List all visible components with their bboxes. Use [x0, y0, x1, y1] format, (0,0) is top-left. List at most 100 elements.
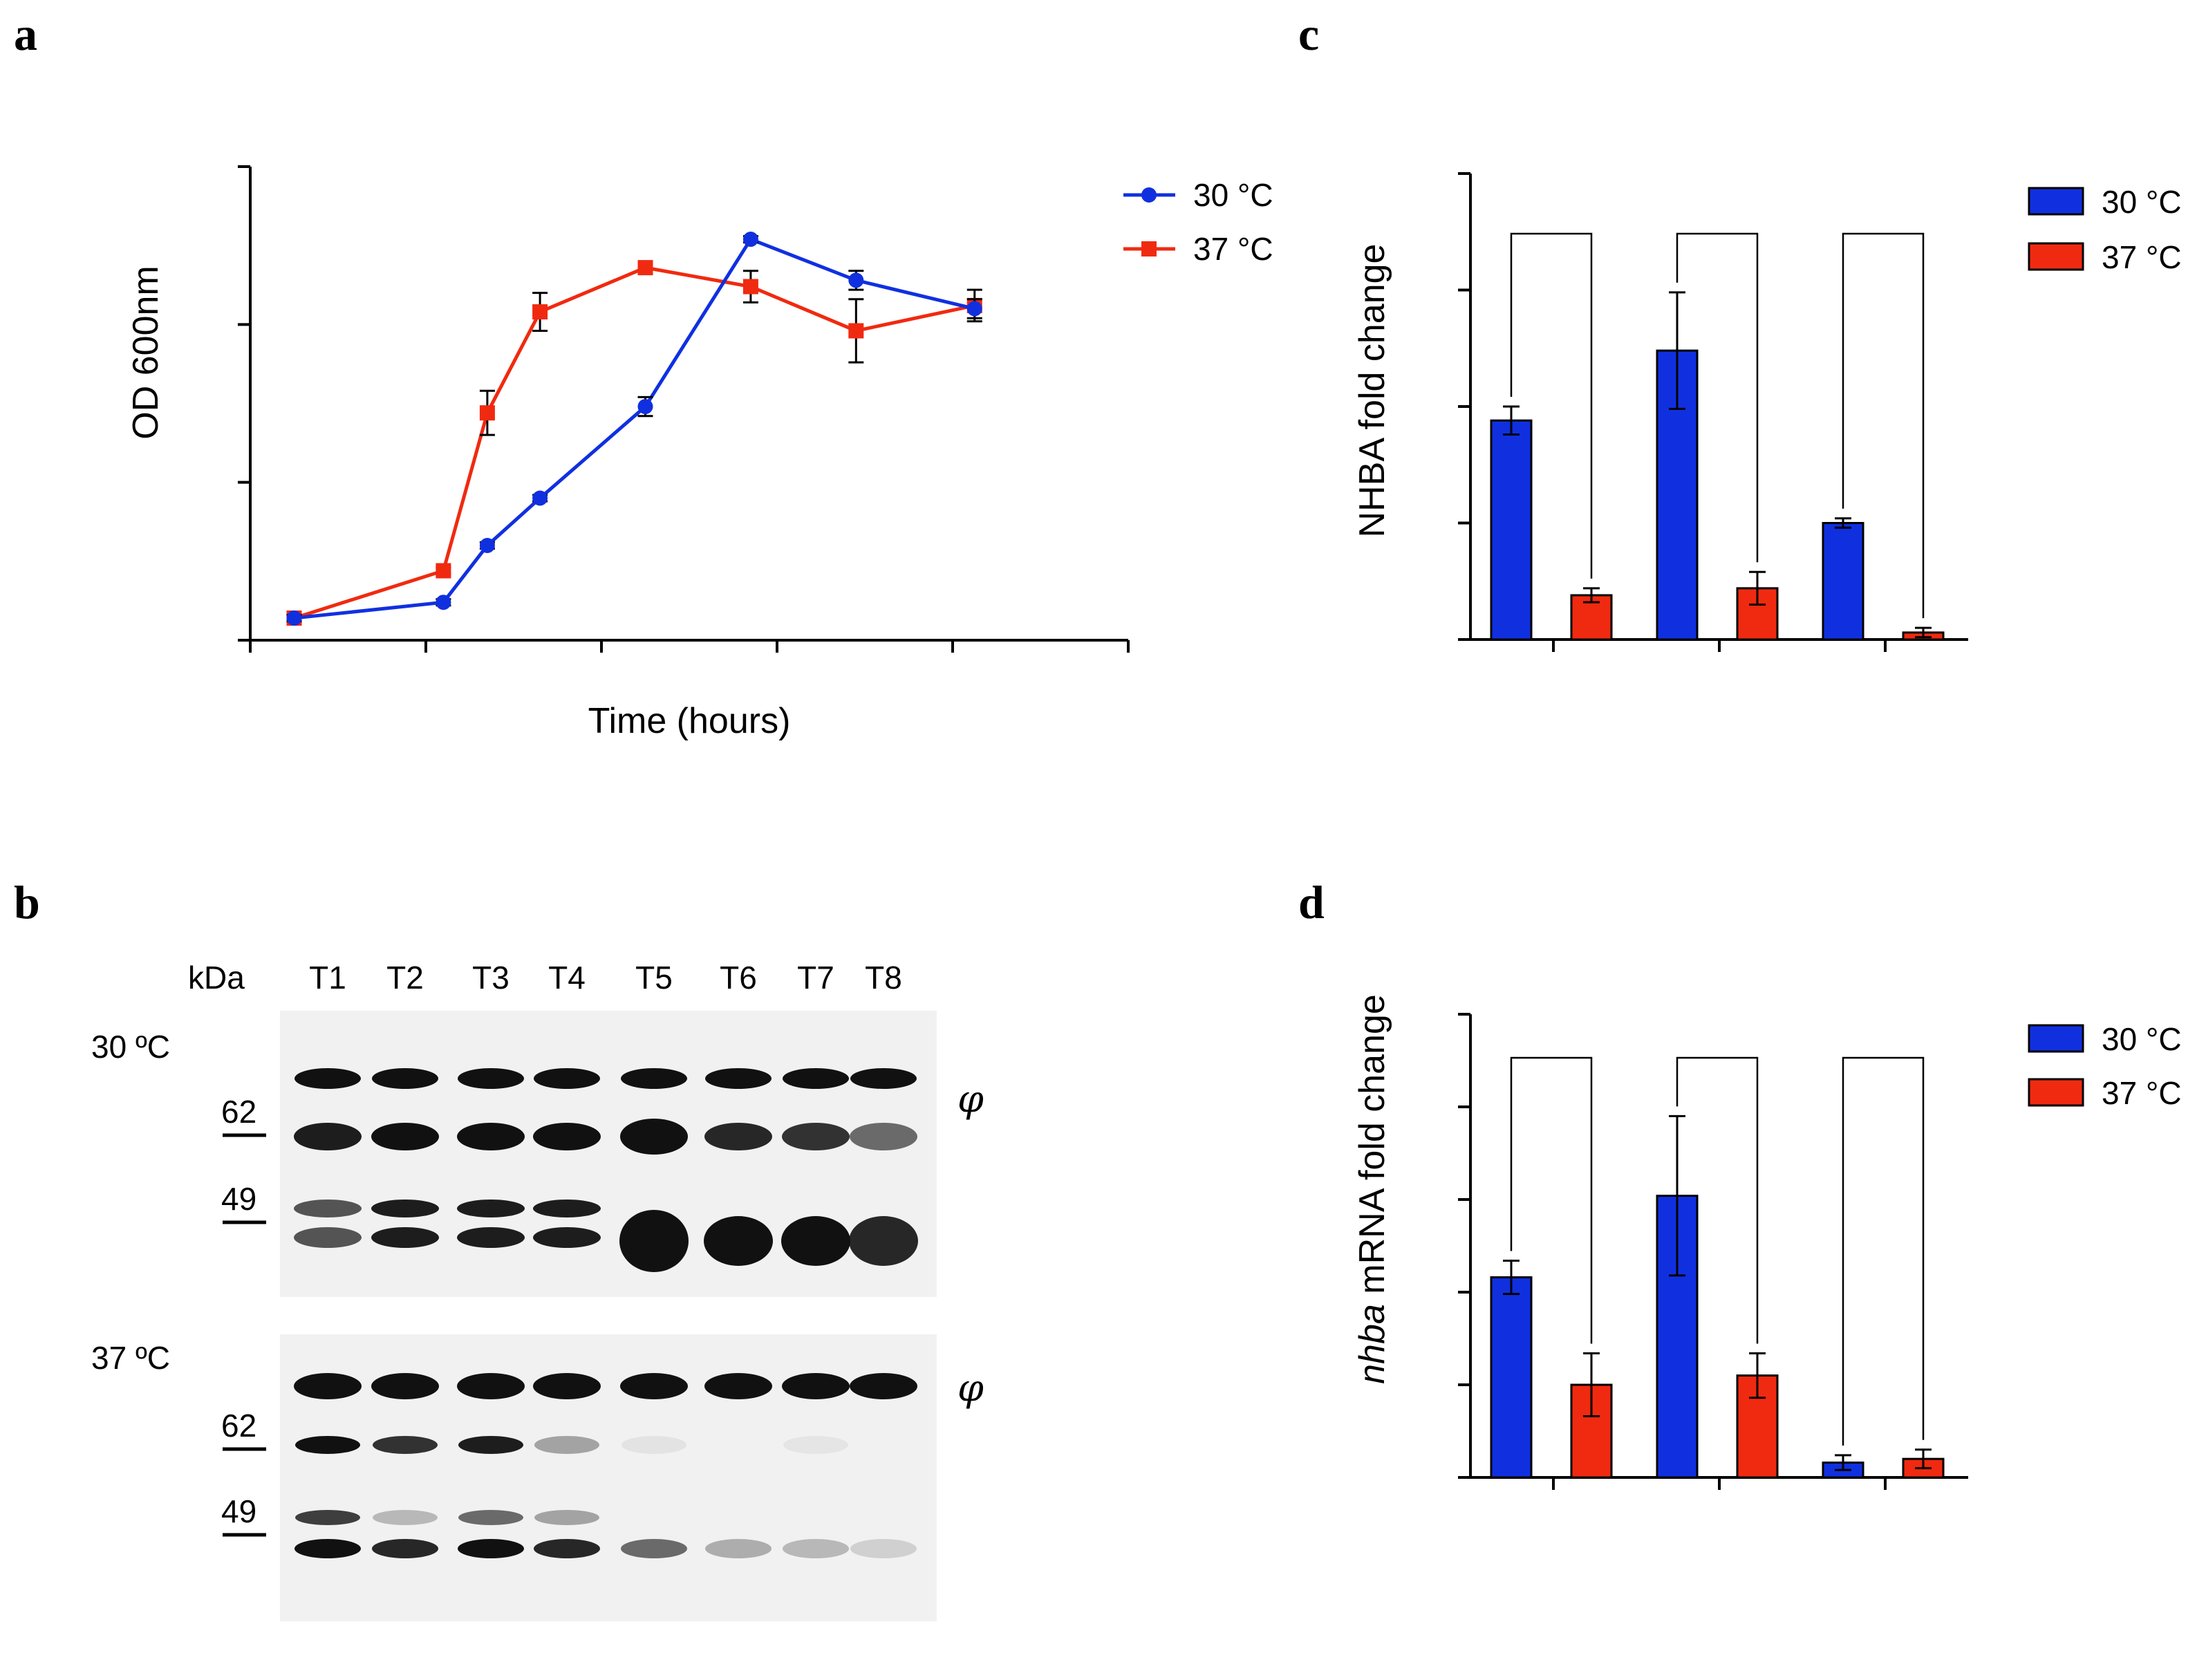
blot-temp-label-30: 30 ºC: [91, 1029, 170, 1065]
blot-lane-label: T4: [548, 960, 586, 996]
chart-a-growth-curve: OD 600nm Time (hours) 30 °C 37 °C: [126, 165, 1273, 741]
blot-band-62-37: [534, 1436, 599, 1454]
blot-band-49b-37: [372, 1539, 438, 1558]
chart-d-significance-bracket: [1842, 1056, 1925, 1446]
blot-temp-label-37: 37 ºC: [91, 1340, 170, 1376]
blot-band-49b-37: [621, 1539, 687, 1558]
blot-band-49b-37: [458, 1539, 524, 1558]
blot-band-phi-37: [457, 1373, 525, 1399]
chart-a-point-30: [532, 490, 548, 506]
blot-band-49b-37: [705, 1539, 772, 1558]
chart-c-significance-bracket: [1510, 232, 1593, 579]
legend-d-label-30: 30 °C: [2102, 1021, 2182, 1057]
blot-band-49a-37: [458, 1510, 523, 1525]
legend-c-swatch-37: [2028, 242, 2084, 271]
blot-band-62-37: [295, 1436, 360, 1454]
blot-band-62-30: [371, 1123, 439, 1150]
blot-band-49a-37: [534, 1510, 599, 1525]
blot-band-phi-37: [704, 1373, 772, 1399]
chart-d-ylabel-gene: nhba: [1352, 1304, 1392, 1384]
legend-d-swatch-30: [2028, 1024, 2084, 1053]
blot-band-phi-37: [294, 1373, 362, 1399]
blot-band-49a-30: [371, 1200, 439, 1217]
chart-a-xlabel: Time (hours): [588, 701, 791, 741]
blot-lane-label: T8: [865, 960, 902, 996]
chart-a-point-30: [436, 595, 451, 610]
chart-a-point-37: [436, 563, 451, 579]
legend-d-swatch-37: [2028, 1078, 2084, 1107]
blot-band-62-37: [783, 1436, 848, 1454]
blot-band-49a-30: [457, 1200, 525, 1217]
blot-lane-label: T2: [386, 960, 424, 996]
blot-band-phi-37: [782, 1373, 850, 1399]
chart-a-point-37: [637, 260, 653, 276]
chart-c-nhba-bar-chart: NHBA fold change 30 °C 37 °C: [1352, 172, 2182, 652]
blot-bands-30: [294, 1068, 918, 1272]
blot-band-49-smear-30: [781, 1216, 850, 1266]
chart-a-point-37: [479, 405, 495, 421]
blot-kda-label: kDa: [188, 960, 245, 996]
chart-d-significance-bracket: [1676, 1056, 1759, 1344]
blot-band-62-30: [850, 1123, 917, 1150]
blot-phi-37: φ: [957, 1366, 984, 1410]
blot-band-49b-37: [295, 1539, 361, 1558]
legend-c-swatch-30: [2028, 187, 2084, 216]
panel-letter-a: a: [14, 8, 37, 60]
chart-d-legend: 30 °C 37 °C: [2028, 1021, 2182, 1111]
blot-band-62-30: [294, 1123, 362, 1150]
blot-band-phi-37: [371, 1373, 439, 1399]
chart-d-mrna-bar-chart: nhba mRNA fold change 30 °C 37 °C: [1352, 994, 2182, 1490]
blot-band-phi-37: [533, 1373, 601, 1399]
blot-band-phi-30: [705, 1068, 772, 1089]
blot-lane-label: T1: [309, 960, 346, 996]
blot-marker-62-30: 62: [221, 1094, 256, 1130]
blot-band-49a-30: [294, 1200, 362, 1217]
chart-a-series-line-37: [293, 265, 975, 620]
blot-band-62-37: [621, 1436, 686, 1454]
blot-band-phi-37: [850, 1373, 917, 1399]
blot-band-62-37: [373, 1436, 438, 1454]
blot-band-49a-30: [533, 1200, 601, 1217]
blot-lane-label: T6: [720, 960, 757, 996]
chart-d-ylabel-rest: mRNA fold change: [1352, 994, 1392, 1304]
chart-c-ylabel: NHBA fold change: [1352, 244, 1392, 538]
blot-band-49-smear-30: [849, 1216, 918, 1266]
blot-marker-62-37: 62: [221, 1408, 256, 1444]
chart-c-significance-bracket: [1676, 232, 1759, 563]
blot-bands-37: [294, 1373, 917, 1558]
panel-letter-b: b: [14, 876, 40, 928]
blot-band-49b-30: [294, 1227, 362, 1248]
blot-band-49b-30: [457, 1227, 525, 1248]
chart-c-legend: 30 °C 37 °C: [2028, 184, 2182, 275]
blot-band-49b-37: [783, 1539, 849, 1558]
chart-a-point-37: [848, 323, 864, 339]
legend-d-label-37: 37 °C: [2102, 1075, 2182, 1111]
chart-a-point-30: [286, 610, 302, 626]
blot-band-49a-37: [295, 1510, 360, 1525]
panel-letter-d: d: [1298, 876, 1325, 928]
blot-band-62-30: [457, 1123, 525, 1150]
blot-band-49b-30: [533, 1227, 601, 1248]
legend-c-label-30: 30 °C: [2102, 184, 2182, 220]
blot-lane-label: T5: [635, 960, 673, 996]
chart-d-significance-bracket: [1510, 1056, 1593, 1344]
blot-band-phi-37: [620, 1373, 688, 1399]
panel-letter-c: c: [1298, 8, 1319, 60]
blot-band-phi-30: [850, 1068, 917, 1089]
chart-d-bar-30: [1490, 1276, 1533, 1479]
chart-c-bar-30: [1490, 419, 1533, 641]
blot-band-phi-30: [295, 1068, 361, 1089]
chart-a-ylabel: OD 600nm: [126, 265, 166, 439]
legend-a-label-30: 30 °C: [1193, 177, 1273, 213]
chart-a-series-line-30: [294, 236, 975, 620]
blot-band-62-30: [533, 1123, 601, 1150]
blot-lane-label: T3: [472, 960, 510, 996]
blot-band-phi-30: [458, 1068, 524, 1089]
chart-a-point-37: [742, 279, 758, 295]
chart-a-point-30: [479, 538, 495, 553]
chart-a-point-30: [848, 272, 864, 288]
chart-a-point-30: [742, 232, 758, 248]
blot-band-62-37: [458, 1436, 523, 1454]
blot-band-62-30: [620, 1119, 688, 1155]
